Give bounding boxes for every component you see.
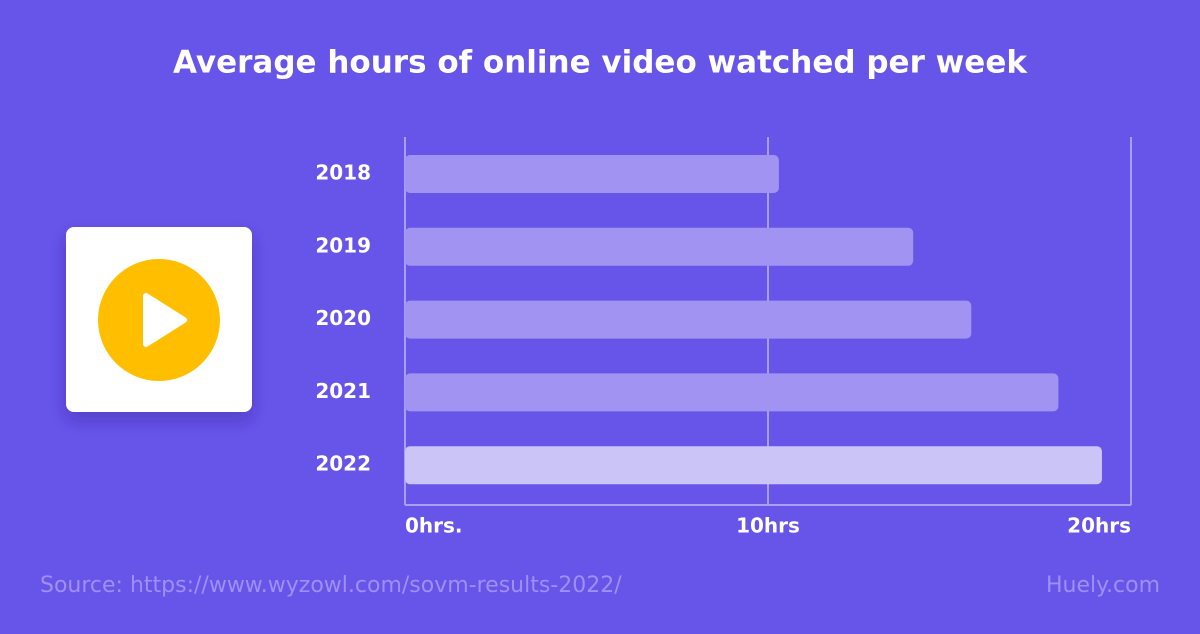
brand: Huely.com xyxy=(1046,573,1160,598)
x-tick-label: 20hrs xyxy=(1067,514,1131,538)
y-tick-label: 2020 xyxy=(315,306,371,330)
x-tick-label: 0hrs. xyxy=(405,514,463,538)
y-tick-label: 2021 xyxy=(315,379,371,403)
bar xyxy=(405,300,972,339)
bar xyxy=(405,227,914,266)
bar xyxy=(405,446,1102,485)
y-tick-label: 2022 xyxy=(315,452,371,476)
source: Source: https://www.wyzowl.com/sovm-resu… xyxy=(40,573,622,598)
play-icon xyxy=(143,293,187,347)
bar xyxy=(405,155,779,193)
y-tick-label: 2019 xyxy=(315,233,371,257)
y-tick-label: 2018 xyxy=(315,161,371,185)
x-tick-label: 10hrs xyxy=(736,514,800,538)
bar xyxy=(405,373,1059,412)
chart-title: Average hours of online video watched pe… xyxy=(173,45,1028,81)
